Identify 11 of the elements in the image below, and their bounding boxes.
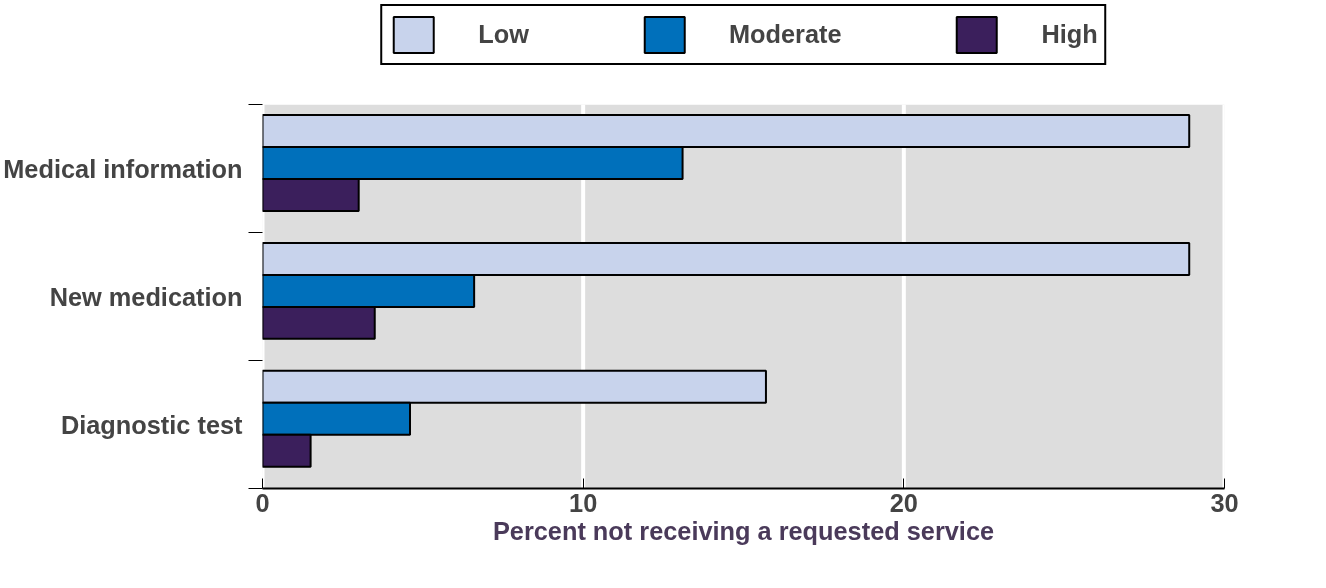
legend-label: Moderate: [728, 20, 842, 49]
y-tick-label: Medical information: [3, 154, 243, 183]
x-axis-title: Percent not receiving a requested service: [492, 516, 995, 545]
y-tick-label: Diagnostic test: [60, 410, 244, 439]
legend-label: Low: [478, 20, 529, 49]
x-tick-label: 20: [889, 488, 918, 517]
legend-label: High: [1041, 20, 1098, 49]
x-tick-label: 0: [255, 488, 270, 517]
x-tick-label: 10: [569, 488, 598, 517]
x-tick-label: 30: [1210, 488, 1239, 517]
y-tick-label: New medication: [49, 282, 243, 311]
